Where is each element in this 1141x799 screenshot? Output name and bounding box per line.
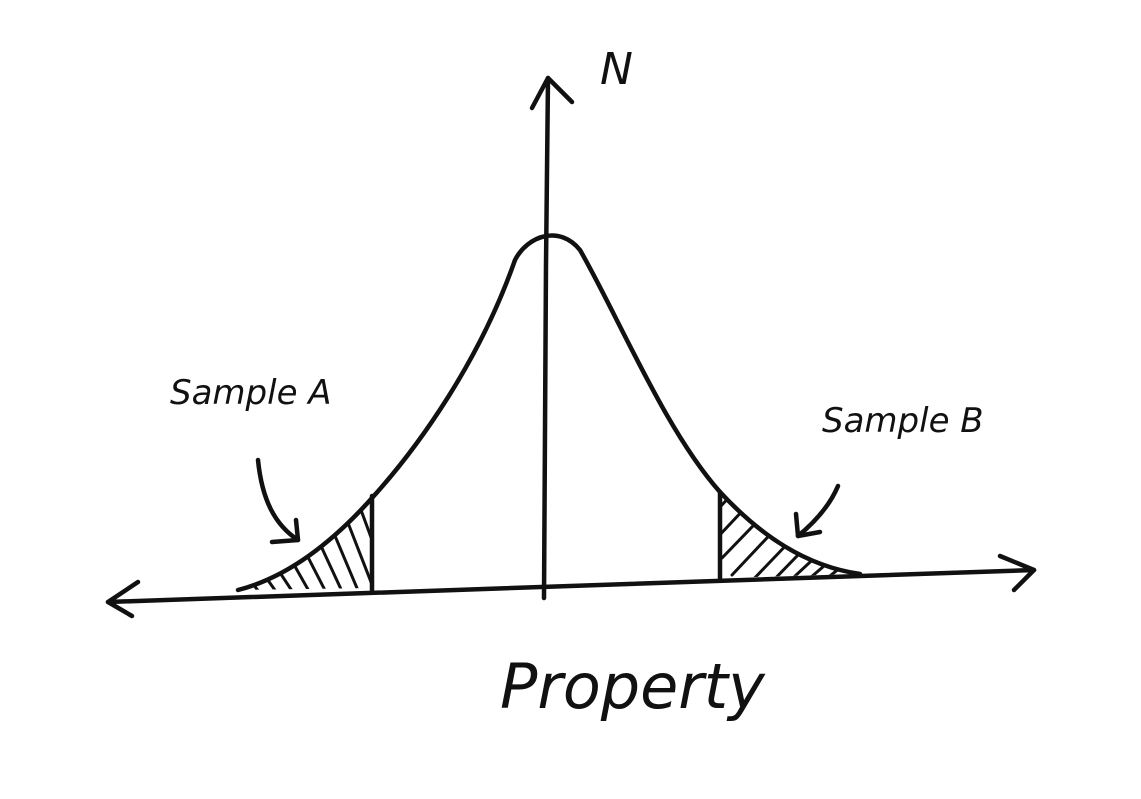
- x-axis-right-arrowhead: [997, 553, 1037, 593]
- x-axis-label: Property: [500, 650, 766, 723]
- x-axis-line: [105, 567, 1037, 605]
- sample-b-pointer-arrow: [795, 483, 841, 539]
- sample-a-pointer-arrow: [255, 457, 301, 543]
- sample-b-label: Sample B: [822, 401, 984, 441]
- bell-curve: [235, 233, 863, 593]
- sample-a-pointer-arrowhead: [269, 517, 301, 545]
- x-axis-left-arrowhead: [105, 579, 141, 619]
- y-axis-arrowhead: [529, 75, 575, 111]
- y-axis-label: N: [600, 44, 633, 95]
- sample-b-pointer-arrowhead: [793, 511, 823, 539]
- y-axis-line: [541, 75, 551, 601]
- sample-a-label: Sample A: [170, 373, 332, 413]
